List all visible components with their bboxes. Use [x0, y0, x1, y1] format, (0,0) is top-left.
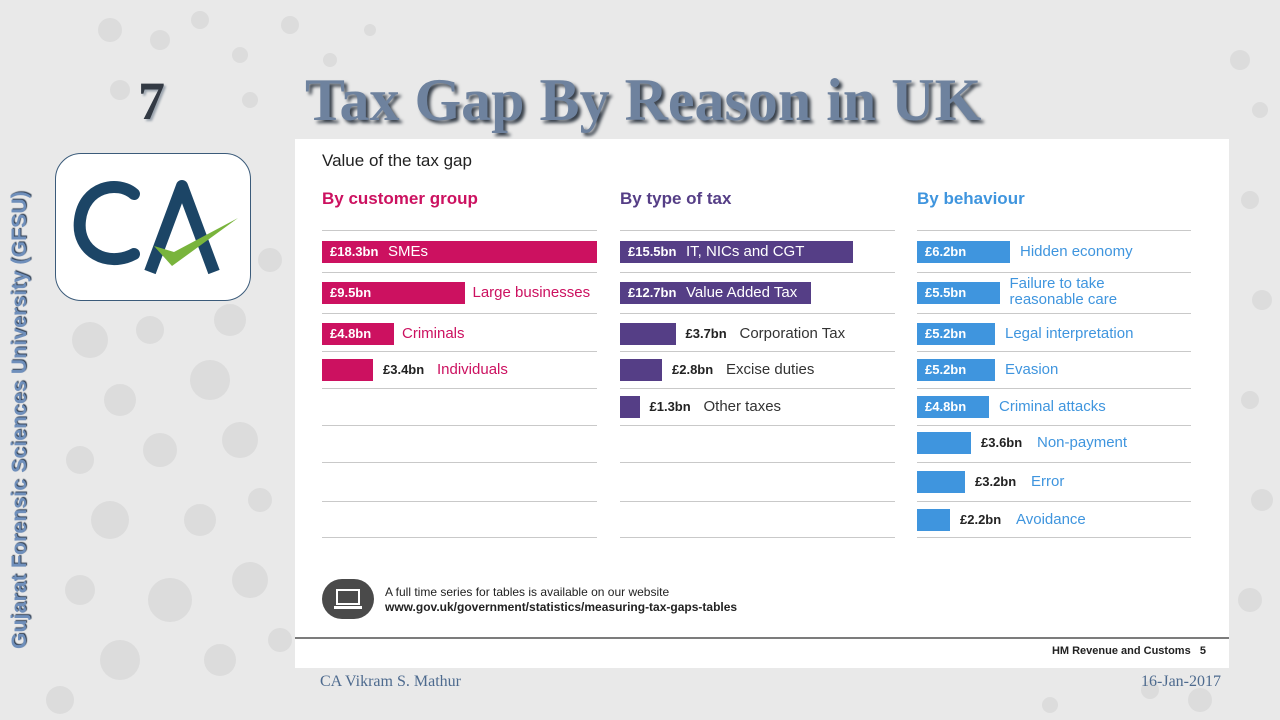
row-divider: [917, 388, 1191, 389]
footnote-url[interactable]: www.gov.uk/government/statistics/measuri…: [385, 600, 738, 614]
value-label: £12.7bn: [628, 285, 677, 300]
row-divider: [322, 462, 597, 463]
row-divider: [917, 462, 1191, 463]
value-label: £5.2bn: [925, 326, 967, 341]
category-label: Criminals: [402, 325, 465, 342]
bottom-rule: [295, 637, 1229, 639]
category-label: Value Added Tax: [686, 284, 798, 301]
category-label: Individuals: [437, 361, 508, 378]
tax-type-heading: By type of tax: [620, 189, 732, 208]
ca-logo-graphic: [73, 180, 238, 275]
row-divider: [322, 351, 597, 352]
category-label: Avoidance: [1016, 511, 1086, 528]
category-label: Excise duties: [726, 361, 815, 378]
bar-failure-to-take-reasonable-care: [917, 282, 1000, 304]
row-divider: [620, 230, 895, 231]
slide-number: 7: [138, 71, 165, 131]
tax-gap-panel: Value of the tax gap By customer group B…: [295, 139, 1229, 668]
bar-other-taxes: [620, 396, 640, 418]
value-label: £5.5bn: [925, 285, 967, 300]
university-sidebar-label: Gujarat Forensic Sciences University (GF…: [8, 191, 31, 649]
behaviour-heading: By behaviour: [917, 189, 1025, 208]
value-label: £4.8bn: [925, 399, 967, 414]
row-divider: [917, 501, 1191, 502]
bar-legal-interpretation: [917, 323, 995, 345]
bar-criminals: [322, 323, 394, 345]
footnote: A full time series for tables is availab…: [385, 585, 737, 615]
row-divider: [620, 501, 895, 502]
slide-title: Tax Gap By Reason in UK: [305, 67, 982, 133]
value-label: £3.7bn: [685, 326, 727, 341]
row-divider: [322, 501, 597, 502]
row-divider: [620, 272, 895, 273]
row-divider: [322, 537, 597, 538]
bar-excise-duties: [620, 359, 662, 381]
category-label: Other taxes: [703, 398, 782, 415]
category-label: SMEs: [388, 243, 429, 260]
row-divider: [917, 425, 1191, 426]
customer-group-heading: By customer group: [322, 189, 478, 208]
category-label: Corporation Tax: [739, 325, 846, 342]
bar-evasion: [917, 359, 995, 381]
row-divider: [620, 425, 895, 426]
source-line: HM Revenue and Customs 5: [1052, 645, 1206, 657]
laptop-icon: [322, 579, 374, 619]
category-label: Failure to take reasonable care: [1009, 275, 1118, 308]
bar-hidden-economy: [917, 241, 1010, 263]
category-label: IT, NICs and CGT: [686, 243, 805, 260]
category-label: Non-payment: [1037, 434, 1128, 451]
row-divider: [322, 230, 597, 231]
row-divider: [620, 351, 895, 352]
category-label: Hidden economy: [1020, 243, 1133, 260]
footnote-text: A full time series for tables is availab…: [385, 585, 670, 599]
row-divider: [620, 313, 895, 314]
bar-smes: [322, 241, 597, 263]
value-label: £2.8bn: [672, 362, 714, 377]
bar-non-payment: [917, 432, 971, 454]
bar-error: [917, 471, 965, 493]
bar-individuals: [322, 359, 373, 381]
row-divider: [322, 313, 597, 314]
value-label: £18.3bn: [330, 244, 379, 259]
category-label: Criminal attacks: [999, 398, 1106, 415]
row-divider: [322, 272, 597, 273]
value-label: £2.2bn: [960, 512, 1002, 527]
value-label: £3.4bn: [383, 362, 425, 377]
value-label: £9.5bn: [330, 285, 372, 300]
value-label: £6.2bn: [925, 244, 967, 259]
value-label: £15.5bn: [628, 244, 677, 259]
ca-logo: [55, 153, 251, 301]
row-divider: [620, 388, 895, 389]
row-divider: [322, 388, 597, 389]
row-divider: [620, 537, 895, 538]
category-label: Error: [1031, 473, 1065, 490]
row-divider: [917, 351, 1191, 352]
value-label: £3.6bn: [981, 435, 1023, 450]
panel-title: Value of the tax gap: [322, 151, 472, 170]
bar-large-businesses: [322, 282, 465, 304]
row-divider: [917, 230, 1191, 231]
category-label: Evasion: [1005, 361, 1059, 378]
value-label: £4.8bn: [330, 326, 372, 341]
value-label: £1.3bn: [649, 399, 691, 414]
bar-corporation-tax: [620, 323, 676, 345]
row-divider: [917, 313, 1191, 314]
bar-it-nics-and-cgt: [620, 241, 853, 263]
row-divider: [322, 425, 597, 426]
value-label: £3.2bn: [975, 474, 1017, 489]
bar-value-added-tax: [620, 282, 811, 304]
bar-criminal-attacks: [917, 396, 989, 418]
page-number: 5: [1199, 645, 1206, 657]
row-divider: [917, 537, 1191, 538]
category-label: Legal interpretation: [1005, 325, 1134, 342]
row-divider: [917, 272, 1191, 273]
value-label: £5.2bn: [925, 362, 967, 377]
author-footer: CA Vikram S. Mathur: [320, 673, 461, 690]
category-label: Large businesses: [472, 284, 591, 301]
date-footer: 16-Jan-2017: [1141, 673, 1221, 690]
row-divider: [620, 462, 895, 463]
bar-avoidance: [917, 509, 950, 531]
source-name: HM Revenue and Customs: [1051, 645, 1191, 657]
